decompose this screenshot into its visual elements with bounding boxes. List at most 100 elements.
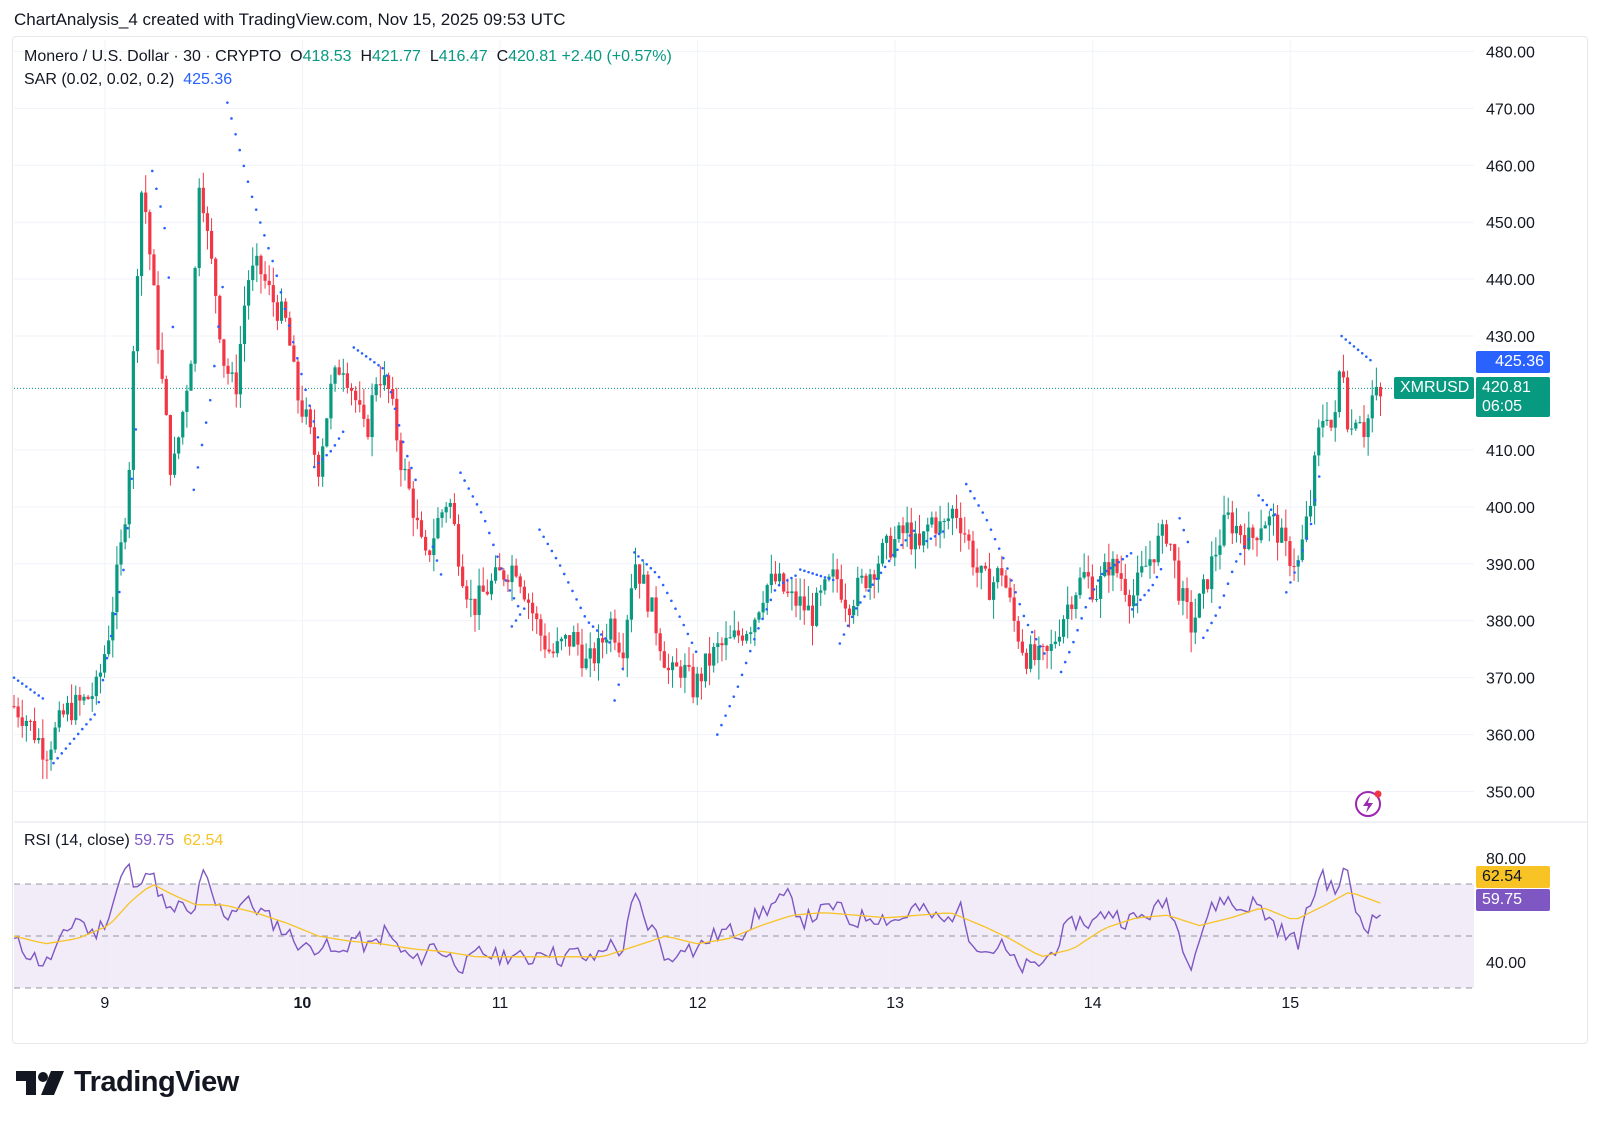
candle-body (926, 524, 930, 532)
flash-icon[interactable] (1355, 790, 1382, 817)
candle-body (769, 573, 773, 586)
time-tick-label: 12 (689, 995, 707, 1012)
sar-dot (587, 621, 591, 624)
price-tick-label: 360.00 (1486, 728, 1535, 745)
candle-body (1288, 541, 1292, 567)
candle-body (201, 187, 205, 214)
candle-body (1156, 535, 1160, 563)
candle-body (181, 411, 185, 438)
candle-body (24, 720, 28, 727)
candle-body (843, 599, 848, 609)
candle (1033, 629, 1037, 666)
symbol-title[interactable]: Monero / U.S. Dollar · 30 · CRYPTO (24, 48, 282, 65)
sar-label[interactable]: SAR (0.02, 0.02, 0.2) (24, 71, 175, 88)
candle-body (263, 274, 267, 281)
candle-body (1123, 578, 1127, 595)
candle (621, 633, 625, 671)
sar-dot (1369, 358, 1372, 362)
candle-body (773, 573, 778, 582)
candle-body (65, 702, 70, 715)
candle (749, 626, 753, 644)
candle (576, 623, 580, 656)
candle (1317, 419, 1321, 467)
sar-dot (208, 398, 212, 402)
sar-dot (1105, 569, 1108, 573)
sar-dot (364, 355, 368, 358)
candle (1313, 451, 1317, 525)
candle (1111, 551, 1115, 592)
rsi-label[interactable]: RSI (14, close) (24, 832, 130, 849)
candle (32, 707, 37, 744)
candle-body (1234, 525, 1239, 534)
candle (884, 534, 889, 560)
sar-dot (613, 699, 616, 702)
candle-body (403, 468, 407, 471)
sar-dot (217, 325, 220, 328)
sar-dot (720, 723, 723, 727)
candle (102, 645, 107, 678)
candle (572, 625, 576, 648)
candle-body (1214, 554, 1218, 557)
sar-dot (406, 454, 409, 458)
sar-dot (242, 164, 246, 168)
candle (423, 529, 428, 556)
candle (1148, 540, 1152, 579)
sar-dot (296, 356, 299, 360)
candle-body (959, 517, 963, 534)
candle-body (1358, 422, 1362, 424)
candle (1308, 490, 1313, 522)
low-label: L (429, 48, 439, 65)
candle (456, 514, 461, 576)
candle-body (819, 590, 823, 593)
sar-price-tag: 425.36 (1476, 351, 1550, 373)
candle-body (148, 212, 152, 255)
candle (539, 614, 543, 652)
sar-dot (993, 537, 997, 541)
candle-body (156, 285, 160, 350)
candle-body (238, 343, 242, 395)
sar-dot (504, 579, 508, 582)
candle (144, 175, 148, 224)
candle-body (1378, 386, 1383, 397)
candle-body (275, 302, 280, 321)
candle (74, 685, 78, 725)
sar-dot (196, 466, 200, 469)
candle-body (1218, 545, 1222, 555)
candle (1012, 583, 1016, 632)
candle-body (1366, 418, 1370, 438)
candle (1263, 521, 1267, 529)
candle (304, 397, 308, 425)
last-price: 420.81 (1482, 379, 1531, 396)
candle-body (757, 612, 761, 620)
candle-body (144, 192, 148, 213)
sar-dot (512, 596, 516, 600)
candle-body (374, 384, 378, 396)
candle (234, 354, 238, 408)
candle-body (1325, 419, 1329, 421)
candle-body (563, 635, 568, 639)
sar-dot (1247, 537, 1250, 541)
candle-body (177, 437, 181, 454)
candle-body (609, 618, 613, 640)
candle (444, 502, 448, 523)
candle (1115, 554, 1119, 578)
sar-dot (1151, 583, 1155, 587)
candle-body (691, 666, 695, 698)
sar-dot (1210, 621, 1213, 625)
tradingview-logo[interactable]: TradingView (16, 1066, 239, 1099)
sar-dot (1113, 563, 1116, 567)
sar-dot (1257, 494, 1260, 497)
candle (1107, 543, 1111, 593)
candle (461, 554, 465, 589)
sar-dot (1059, 670, 1063, 674)
high-value: 421.77 (372, 48, 421, 65)
sar-dot (393, 407, 397, 411)
candle-body (1197, 593, 1201, 618)
candle-body (884, 535, 889, 543)
candle-body (716, 643, 720, 648)
candle-body (638, 564, 642, 584)
candle (1193, 598, 1197, 645)
sar-dot (599, 633, 603, 636)
candle-body (1012, 597, 1016, 621)
